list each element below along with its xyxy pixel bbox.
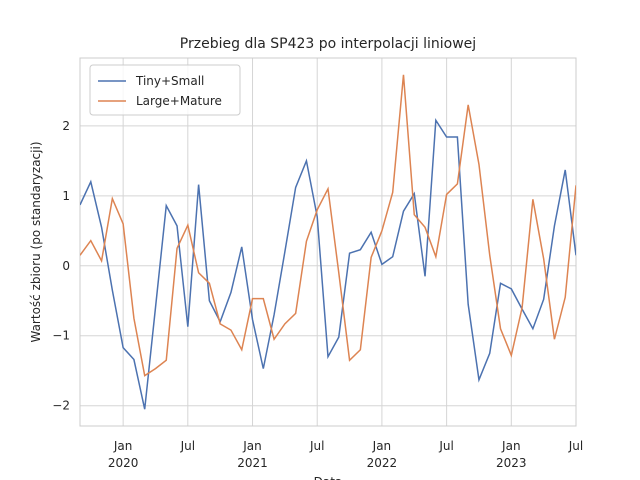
legend-box [89,64,241,116]
x-tick-label: Jan 2023 [496,439,527,470]
y-tick-label: 1 [62,189,70,203]
x-tick-label: Jul [309,439,324,453]
series-line [80,117,576,410]
y-tick-label: −2 [52,399,70,413]
x-tick-label: Jan 2020 [108,439,139,470]
x-axis-label: Data [314,475,343,480]
plot-border [79,57,577,427]
y-tick-label: 0 [62,259,70,273]
chart-title: Przebieg dla SP423 po interpolacji linio… [180,36,476,52]
y-tick-label: −1 [52,329,70,343]
series-line [80,74,576,377]
x-tick-label: Jul [180,439,195,453]
legend-label: Tiny+Small [135,74,204,88]
legend-label: Large+Mature [136,94,222,108]
x-tick-label: Jan 2022 [367,439,398,470]
y-axis-label: Wartość zbioru (po standaryzacji) [29,141,43,342]
x-tick-label: Jul [438,439,453,453]
y-tick-label: 2 [62,119,70,133]
x-tick-label: Jan 2021 [237,439,268,470]
x-tick-label: Jul [568,439,583,453]
